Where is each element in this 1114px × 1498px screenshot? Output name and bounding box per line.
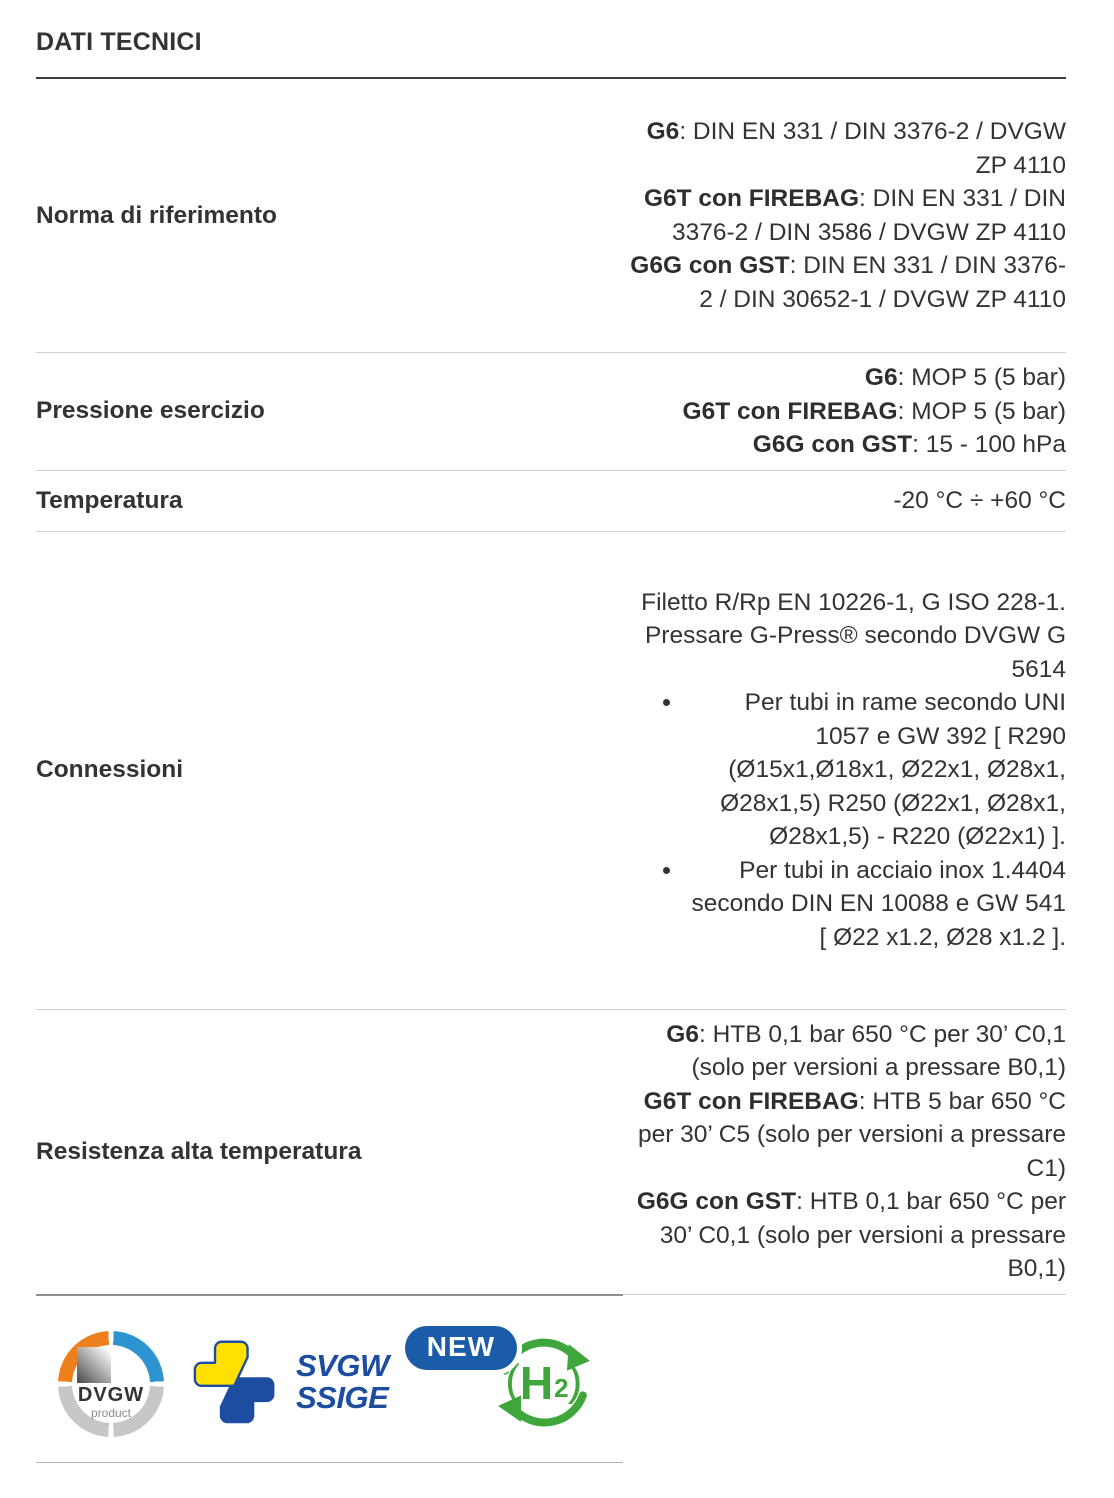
row-value: G6: MOP 5 (5 bar) G6T con FIREBAG: MOP 5…: [622, 353, 1066, 470]
bullet-list: Per tubi in rame secondo UNI 1057 e GW 3…: [622, 686, 1066, 954]
spec-row-resistenza: Resistenza alta temperatura G6: HTB 0,1 …: [36, 1010, 1066, 1294]
value-line: Pressare G-Press® secondo DVGW G 5614: [644, 622, 1066, 683]
dvgw-label: DVGW: [77, 1383, 145, 1406]
page-title: DATI TECNICI: [36, 28, 202, 56]
divider: [36, 1293, 1066, 1296]
ssige-label: SSIGE: [296, 1379, 389, 1415]
divider: [36, 1461, 623, 1463]
row-label: Temperatura: [36, 486, 183, 514]
spec-table: Norma di riferimento G6: DIN EN 331 / DI…: [36, 79, 1066, 1296]
row-value: G6: HTB 0,1 bar 650 °C per 30’ C0,1 (sol…: [622, 1010, 1066, 1294]
bullet-item: Per tubi in acciaio inox 1.4404 secondo …: [684, 854, 1066, 955]
row-value: G6: DIN EN 331 / DIN 3376-2 / DVGW ZP 41…: [622, 107, 1066, 324]
value-line: -20 °C ÷ +60 °C: [893, 486, 1066, 514]
h2-ready-logo: (H 2) NEW: [404, 1325, 605, 1438]
value-line: G6G con GST: DIN EN 331 / DIN 3376-2 / D…: [630, 252, 1066, 313]
dvgw-product-logo: DVGW product: [58, 1330, 164, 1437]
value-line: G6: DIN EN 331 / DIN 3376-2 / DVGW ZP 41…: [646, 118, 1066, 179]
spec-row-norma: Norma di riferimento G6: DIN EN 331 / DI…: [36, 79, 1066, 353]
bullet-item: Per tubi in rame secondo UNI 1057 e GW 3…: [684, 686, 1066, 854]
value-line: G6: MOP 5 (5 bar): [864, 364, 1066, 391]
svgw-label: SVGW: [296, 1347, 389, 1383]
spec-row-connessioni: Connessioni Filetto R/Rp EN 10226-1, G I…: [36, 532, 1066, 1010]
row-label: Connessioni: [36, 756, 184, 783]
section-header: DATI TECNICI: [36, 0, 1066, 79]
row-value: Filetto R/Rp EN 10226-1, G ISO 228-1. Pr…: [622, 578, 1066, 963]
row-value: -20 °C ÷ +60 °C: [622, 476, 1066, 526]
spec-row-temperatura: Temperatura -20 °C ÷ +60 °C: [36, 471, 1066, 532]
dvgw-sublabel: product: [90, 1405, 132, 1420]
value-line: G6G con GST: HTB 0,1 bar 650 °C per 30’ …: [636, 1188, 1066, 1282]
svgw-ssige-logo: SVGW SSIGE: [190, 1336, 389, 1428]
value-line: G6T con FIREBAG: MOP 5 (5 bar): [682, 397, 1066, 425]
new-badge: NEW: [404, 1325, 518, 1370]
row-label: Resistenza alta temperatura: [36, 1137, 362, 1165]
spec-row-pressione: Pressione esercizio G6: MOP 5 (5 bar) G6…: [36, 353, 1066, 471]
certification-logos: DVGW product SVGW SSIGE: [36, 1296, 1066, 1462]
row-label: Norma di riferimento: [36, 201, 277, 229]
dvgw-gradient-square-icon: [77, 1346, 111, 1383]
value-line: G6: HTB 0,1 bar 650 °C per 30’ C0,1 (sol…: [666, 1020, 1066, 1082]
svgw-mark-icon: [193, 1340, 275, 1423]
datasheet-content: DATI TECNICI Norma di riferimento G6: DI…: [36, 0, 1066, 1463]
value-line: Filetto R/Rp EN 10226-1, G ISO 228-1.: [641, 588, 1066, 616]
value-line: G6G con GST: 15 - 100 hPa: [752, 431, 1066, 458]
h2-symbol: (H 2): [505, 1355, 583, 1409]
value-line: G6T con FIREBAG: HTB 5 bar 650 °C per 30…: [637, 1087, 1066, 1182]
value-line: G6T con FIREBAG: DIN EN 331 / DIN 3376-2…: [643, 185, 1066, 246]
row-label: Pressione esercizio: [36, 397, 265, 425]
